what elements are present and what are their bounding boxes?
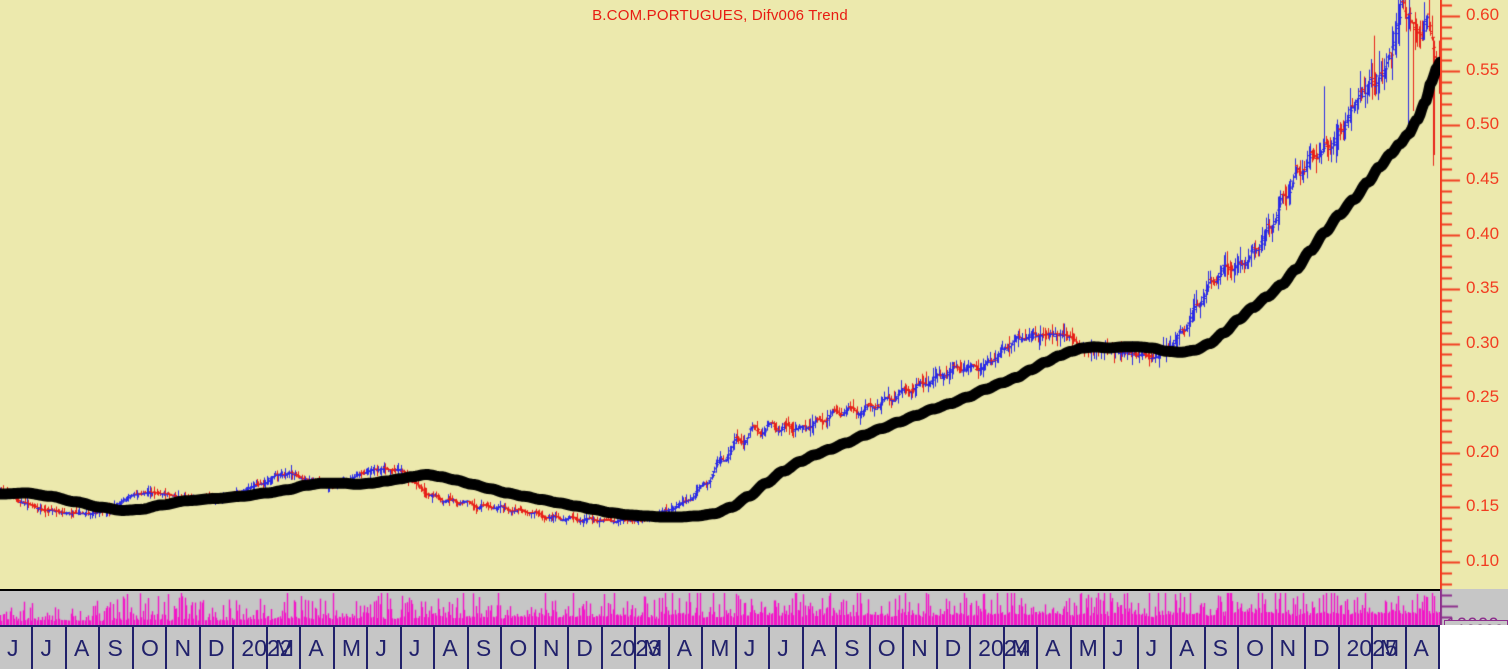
date-axis-tick-a[interactable]: A xyxy=(804,627,838,669)
date-axis-tick-a[interactable]: A xyxy=(67,627,101,669)
date-axis-tick-s[interactable]: S xyxy=(1206,627,1240,669)
date-axis-tick-a[interactable]: A xyxy=(670,627,704,669)
date-axis-tick-n[interactable]: N xyxy=(1273,627,1307,669)
date-axis-tick-a[interactable]: A xyxy=(301,627,335,669)
date-axis-tick-o[interactable]: O xyxy=(1239,627,1273,669)
date-axis-tick-a[interactable]: A xyxy=(1038,627,1072,669)
date-axis-tick-m[interactable]: M xyxy=(1005,627,1039,669)
date-axis-tick-2022[interactable]: 2022 xyxy=(234,627,293,669)
date-axis-tick-j[interactable]: J xyxy=(402,627,436,669)
price-chart-canvas[interactable] xyxy=(0,0,1440,589)
date-axis-tick-s[interactable]: S xyxy=(100,627,134,669)
date-axis-tick-d[interactable]: D xyxy=(938,627,972,669)
volume-bars-canvas[interactable] xyxy=(0,591,1440,625)
date-axis[interactable]: J J A S O N D 2022 M A M J J A S O N D 2023 M A M J J A S O N D 2024 M… xyxy=(0,625,1440,669)
volume-chart-panel[interactable] xyxy=(0,589,1440,625)
date-axis-tick-j[interactable]: J xyxy=(33,627,67,669)
date-axis-tick-o[interactable]: O xyxy=(871,627,905,669)
price-chart-panel[interactable]: B.COM.PORTUGUES, Difv006 Trend xyxy=(0,0,1508,589)
date-axis-tick-d[interactable]: D xyxy=(1306,627,1340,669)
price-axis-ticks xyxy=(1440,0,1508,589)
date-axis-tick-2024[interactable]: 2024 xyxy=(971,627,1029,669)
date-axis-tick-2025[interactable]: 2025 xyxy=(1340,627,1398,669)
date-axis-tick-m[interactable]: M xyxy=(636,627,670,669)
date-axis-tick-a[interactable]: A xyxy=(435,627,469,669)
date-axis-tick-j[interactable]: J xyxy=(770,627,804,669)
date-axis-tick-d[interactable]: D xyxy=(201,627,235,669)
date-axis-tick-2023[interactable]: 2023 xyxy=(603,627,661,669)
date-axis-tick-j[interactable]: J xyxy=(368,627,402,669)
date-axis-tick-m[interactable]: M xyxy=(1373,627,1407,669)
date-axis-tick-j[interactable]: J xyxy=(0,627,34,669)
date-axis-tick-m[interactable]: M xyxy=(703,627,737,669)
date-axis-tick-m[interactable]: M xyxy=(335,627,369,669)
price-value-axis[interactable]: 0.60 0.55 0.50 0.45 0.40 0.35 0.30 0.25 0.20 0.15… xyxy=(1440,0,1508,589)
date-axis-tick-a[interactable]: A xyxy=(1172,627,1206,669)
date-axis-tick-j[interactable]: J xyxy=(1105,627,1139,669)
date-axis-tick-d[interactable]: D xyxy=(569,627,603,669)
date-axis-corner-filler xyxy=(1440,625,1508,669)
date-axis-tick-o[interactable]: O xyxy=(134,627,168,669)
date-axis-tick-s[interactable]: S xyxy=(469,627,503,669)
date-axis-tick-s[interactable]: S xyxy=(837,627,871,669)
date-axis-tick-m[interactable]: M xyxy=(1072,627,1106,669)
date-axis-tick-n[interactable]: N xyxy=(536,627,570,669)
date-axis-tick-j[interactable]: J xyxy=(737,627,771,669)
date-axis-tick-n[interactable]: N xyxy=(904,627,938,669)
date-axis-tick-o[interactable]: O xyxy=(502,627,536,669)
date-axis-tick-m[interactable]: M xyxy=(268,627,302,669)
date-axis-tick-n[interactable]: N xyxy=(167,627,201,669)
date-axis-tick-j[interactable]: J xyxy=(1139,627,1173,669)
date-axis-tick-a[interactable]: A xyxy=(1407,627,1440,669)
